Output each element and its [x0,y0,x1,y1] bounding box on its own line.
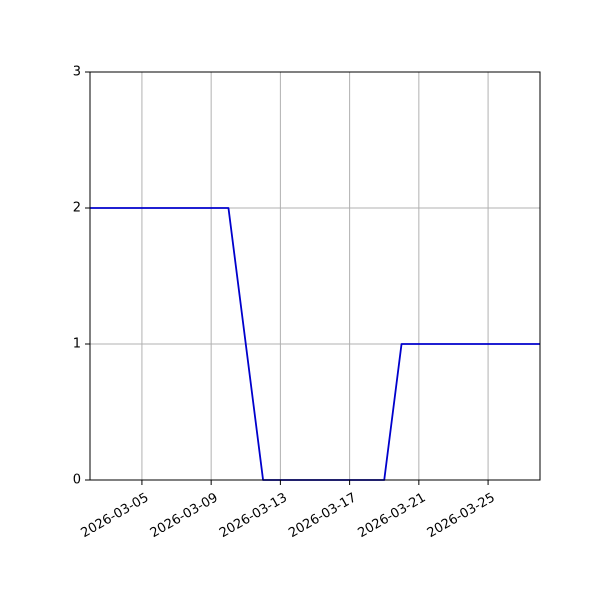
x-tick-label: 2026-03-05 [79,490,152,541]
y-axis: 0 1 2 3 [73,65,90,488]
y-tick-label: 0 [73,473,81,488]
y-tick-label: 3 [73,65,81,80]
x-axis: 2026-03-052026-03-092026-03-132026-03-17… [79,480,498,541]
x-tick-label: 2026-03-17 [286,490,359,541]
x-tick-label: 2026-03-09 [148,490,221,541]
x-tick-label: 2026-03-13 [217,490,290,541]
y-tick-label: 1 [73,337,81,352]
x-tick-label: 2026-03-21 [355,490,428,541]
y-tick-label: 2 [73,201,81,216]
grid [90,71,540,481]
x-tick-label: 2026-03-25 [425,490,498,541]
plot-frame [89,71,541,481]
